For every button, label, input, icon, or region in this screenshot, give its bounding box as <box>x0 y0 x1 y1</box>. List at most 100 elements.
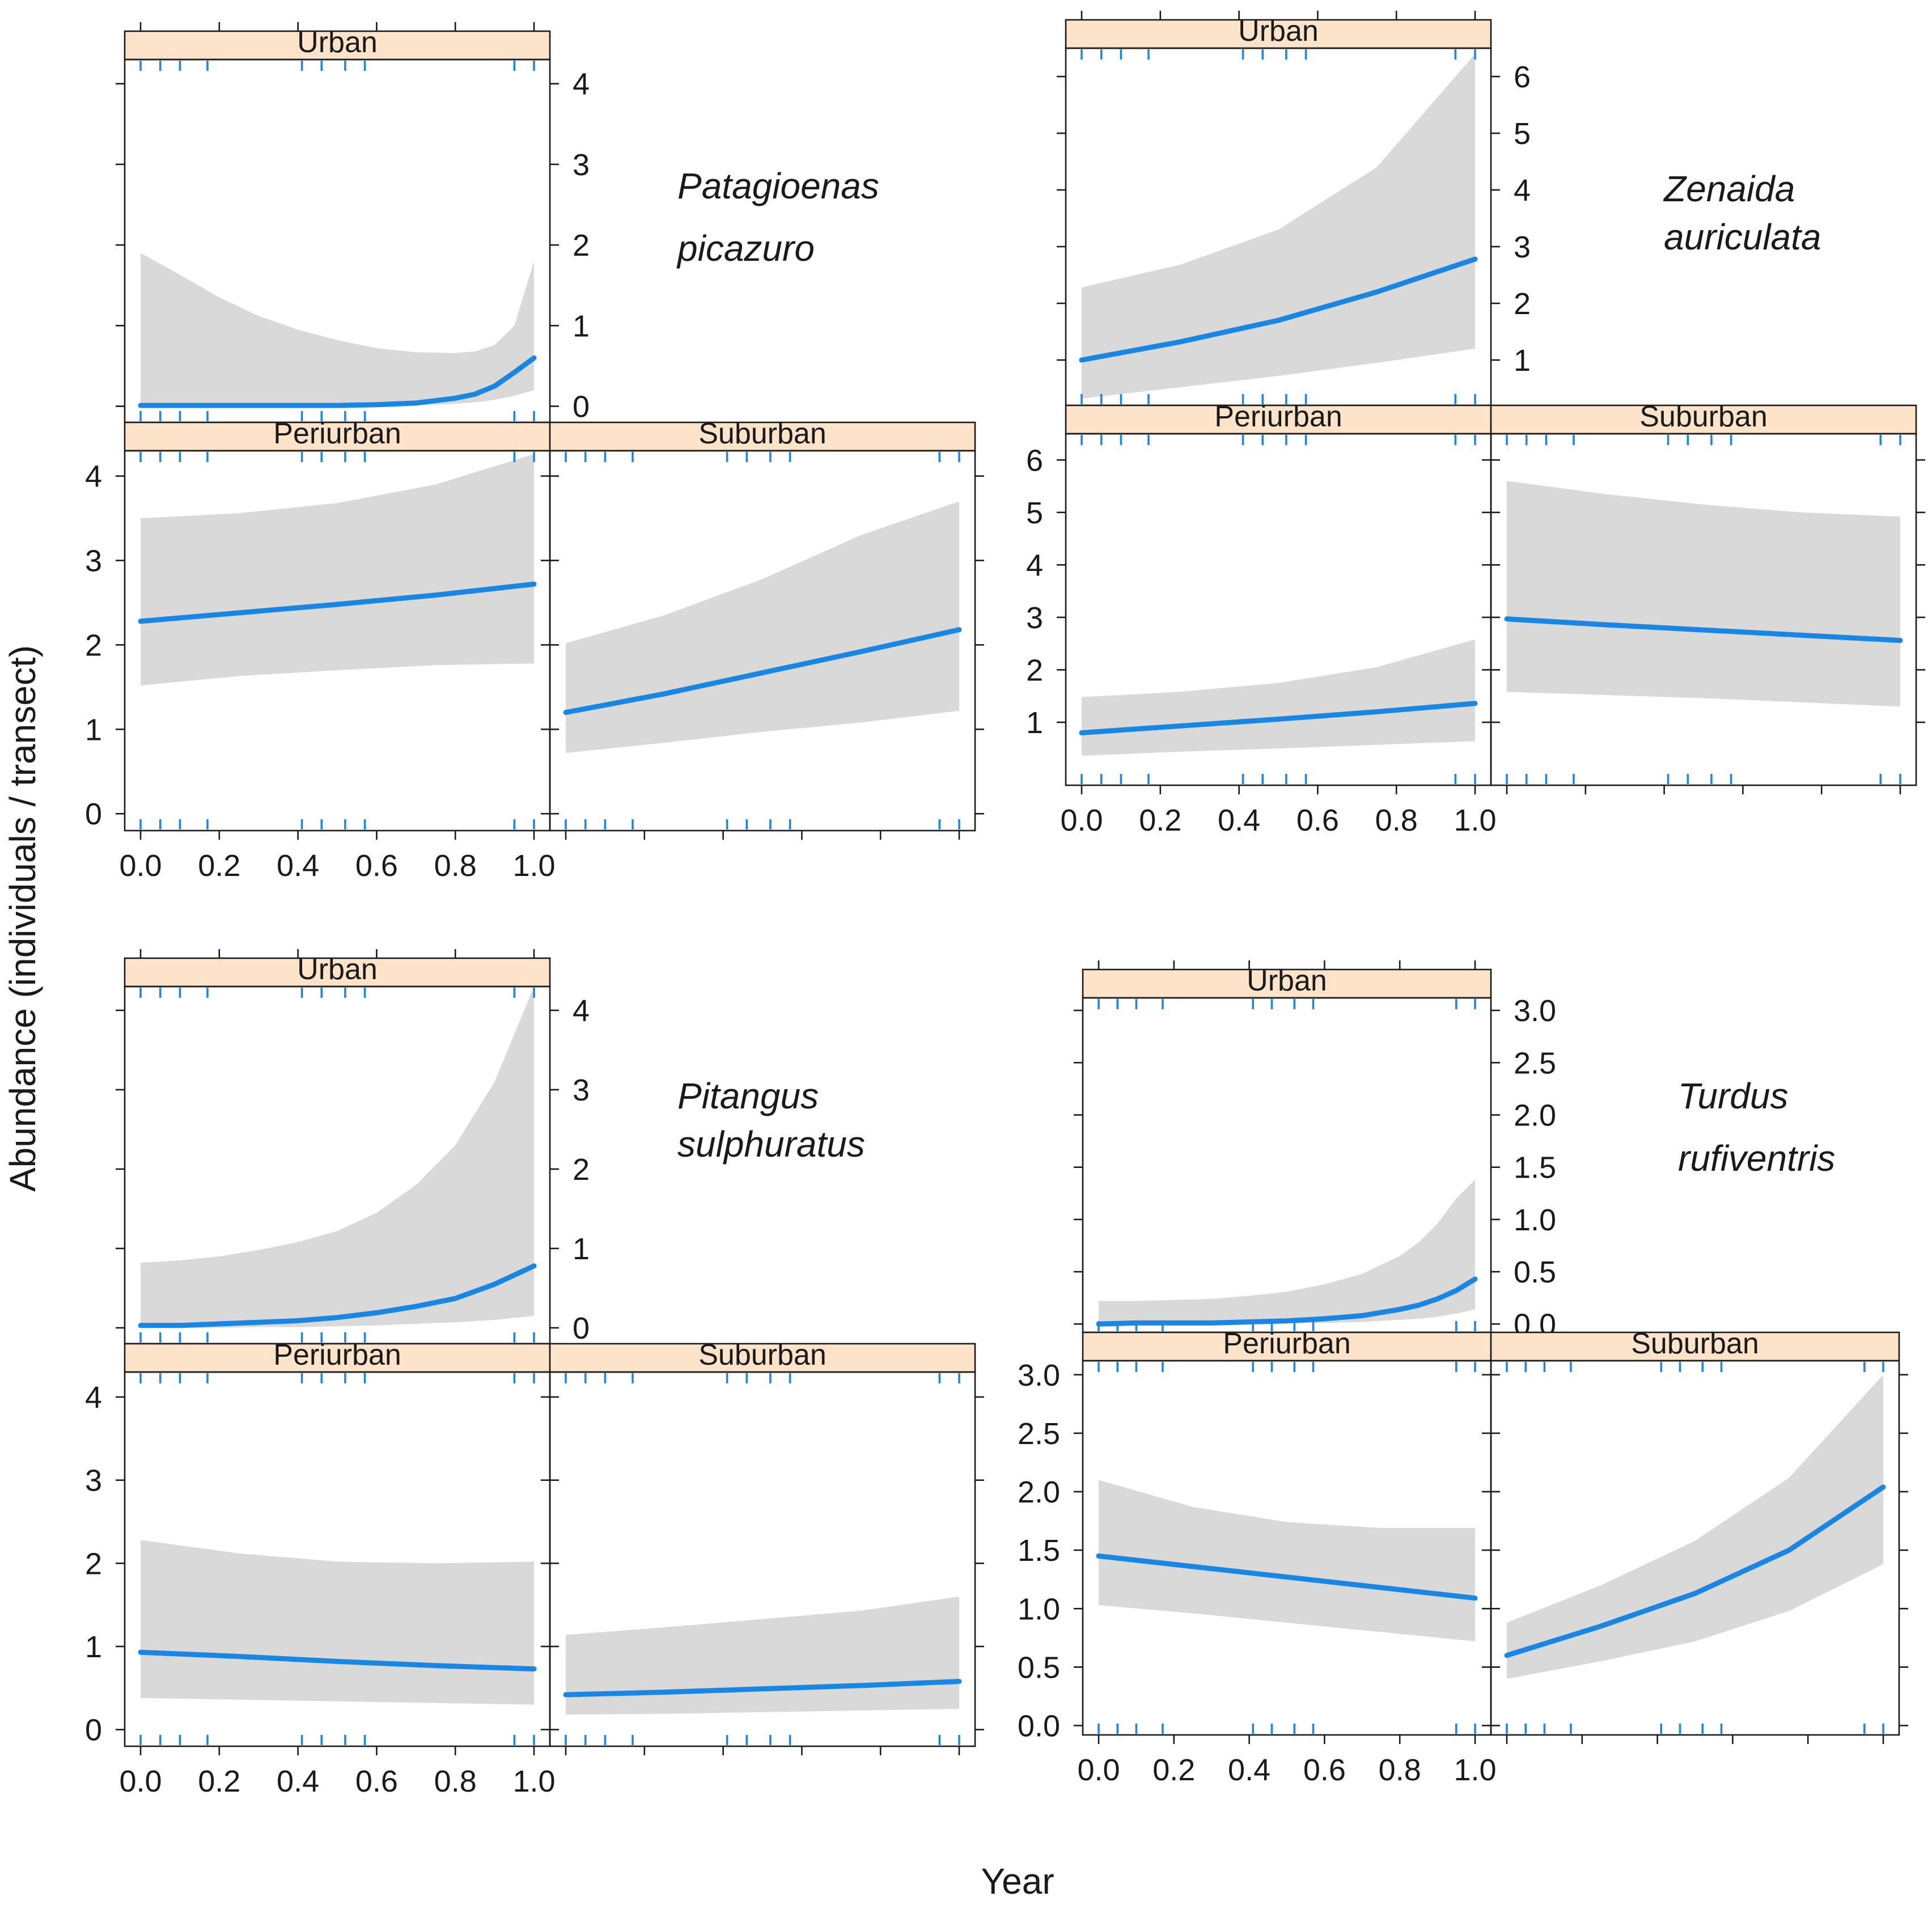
x-tick-label: 1.0 <box>1454 803 1496 837</box>
y-tick-label: 1.0 <box>1018 1592 1060 1626</box>
x-tick-label: 0.4 <box>1228 1753 1270 1787</box>
y-tick-label: 1 <box>1514 344 1531 378</box>
y-tick-label: 4 <box>85 1381 102 1415</box>
x-tick-label: 1.0 <box>1454 1753 1496 1787</box>
fit-line <box>1504 616 1903 644</box>
y-tick-label: 1 <box>573 309 590 343</box>
strip-header <box>1065 19 1492 49</box>
y-tick-label: 6 <box>1026 443 1043 477</box>
strip-label: Suburban <box>698 1339 827 1371</box>
species-name-line2: sulphuratus <box>677 1124 865 1165</box>
fit-line <box>138 1263 537 1328</box>
y-tick-label: 3.0 <box>1018 1358 1060 1392</box>
panel-suburban: Suburban <box>541 1339 984 1755</box>
y-tick-label: 1 <box>1026 706 1043 740</box>
panel-periurban: Periurban 0.0 0.5 1.0 1.5 2.0 2.5 3.0 0.0 0.2 0.4 0… <box>1018 1327 1500 1787</box>
y-tick-label: 1.5 <box>1514 1151 1556 1185</box>
y-tick-label: 3 <box>573 1073 590 1107</box>
x-tick-label: 0.2 <box>1139 803 1181 837</box>
y-tick-label: 1.0 <box>1514 1203 1556 1237</box>
fit-line <box>563 1679 962 1697</box>
fit-line <box>1079 256 1478 363</box>
y-tick-label: 5 <box>1514 117 1531 151</box>
y-tick-label: 2 <box>85 1547 102 1581</box>
fit-line <box>1504 1484 1886 1658</box>
strip-label: Suburban <box>698 417 827 450</box>
y-tick-label: 2.5 <box>1018 1417 1060 1451</box>
y-tick-label: 2 <box>573 1153 590 1187</box>
confidence-band <box>141 454 534 685</box>
strip-header <box>124 957 551 988</box>
panel-periurban: Periurban 0 1 2 3 4 0.0 0.2 0.4 0.6 0.8 1.0 <box>85 1339 559 1798</box>
y-tick-label: 4 <box>573 67 590 101</box>
x-tick-label: 0.2 <box>198 1764 240 1798</box>
y-tick-label: 0 <box>573 390 590 424</box>
x-tick-label: 0.6 <box>1303 1753 1346 1787</box>
species-block: Urban 1 2 3 4 5 6 Periurban 1 2 3 4 5 6 0.0 0.2 0.4 0.6 0.… <box>1026 11 1925 837</box>
x-tick-label: 1.0 <box>512 1764 555 1798</box>
strip-header <box>549 421 976 452</box>
confidence-band <box>141 253 534 407</box>
confidence-band <box>1507 481 1900 707</box>
panel-suburban: Suburban <box>541 417 984 840</box>
fit-line <box>563 627 962 716</box>
x-tick-label: 0.4 <box>1218 803 1260 837</box>
strip-label: Periurban <box>273 417 401 450</box>
confidence-band <box>1082 639 1475 756</box>
strip-header <box>124 1343 551 1373</box>
species-name-line2: picazuro <box>676 228 815 269</box>
confidence-band <box>566 1597 959 1715</box>
y-tick-label: 0 <box>573 1311 590 1345</box>
confidence-band <box>141 1540 534 1705</box>
y-tick-label: 4 <box>85 460 102 494</box>
species-name-line1: Patagioenas <box>677 166 879 206</box>
confidence-band <box>141 987 534 1328</box>
y-tick-label: 2.5 <box>1514 1046 1556 1080</box>
panel-frame <box>549 1371 976 1747</box>
y-tick-label: 1 <box>85 713 102 747</box>
panel-suburban: Suburban <box>1482 1327 1908 1744</box>
y-tick-label: 2 <box>1026 653 1043 687</box>
y-tick-label: 1 <box>573 1232 590 1266</box>
x-tick-label: 0.8 <box>1379 1753 1421 1787</box>
y-tick-label: 0.5 <box>1018 1650 1060 1684</box>
species-name-line1: Turdus <box>1678 1076 1788 1116</box>
strip-header <box>549 1343 976 1373</box>
x-tick-label: 0.8 <box>434 849 477 883</box>
panel-periurban: Periurban 1 2 3 4 5 6 0.0 0.2 0.4 0.6 0.8 1.0 <box>1026 400 1500 837</box>
strip-label: Suburban <box>1631 1327 1759 1360</box>
y-tick-label: 2 <box>573 228 590 263</box>
species-name-line1: Pitangus <box>677 1076 819 1116</box>
x-tick-label: 0.2 <box>198 849 240 883</box>
panel-urban: Urban 0 1 2 3 4 <box>116 949 590 1345</box>
species-name-line2: auriculata <box>1664 217 1821 257</box>
y-tick-label: 6 <box>1514 60 1531 94</box>
y-tick-label: 4 <box>1026 548 1043 582</box>
y-tick-label: 2 <box>1514 287 1531 321</box>
fit-line <box>138 355 537 408</box>
y-tick-label: 1 <box>85 1630 102 1664</box>
panel-periurban: Periurban 0 1 2 3 4 0.0 0.2 0.4 0.6 0.8 1.0 <box>85 417 559 883</box>
confidence-band <box>1099 1480 1475 1641</box>
panel-frame <box>1490 1360 1900 1736</box>
x-tick-label: 0.0 <box>119 849 162 883</box>
x-tick-label: 0.6 <box>355 1764 398 1798</box>
x-tick-label: 0.2 <box>1153 1753 1195 1787</box>
strip-label: Periurban <box>273 1339 401 1371</box>
species-block: Urban 0 1 2 3 4 Periurban 0 1 2 3 4 0.0 0.2 0.4 0.6 0.8 1… <box>85 22 984 883</box>
panel-urban: Urban 1 2 3 4 5 6 <box>1057 11 1531 407</box>
y-tick-label: 0 <box>85 797 102 831</box>
strip-header <box>1490 404 1917 435</box>
x-tick-label: 0.4 <box>277 1764 319 1798</box>
confidence-band <box>1507 1374 1883 1679</box>
y-tick-label: 5 <box>1026 496 1043 530</box>
x-tick-label: 0.6 <box>355 849 398 883</box>
fit-line <box>1096 1276 1478 1327</box>
y-tick-label: 1.5 <box>1018 1534 1060 1568</box>
x-tick-label: 0.0 <box>1077 1753 1120 1787</box>
y-tick-label: 3 <box>1026 601 1043 635</box>
fit-line <box>138 1649 537 1672</box>
plot-grid: Urban 0 1 2 3 4 Periurban 0 1 2 3 4 0.0 0.2 0.4 0.6 0.8 1… <box>85 11 1925 1798</box>
confidence-band <box>566 501 959 753</box>
